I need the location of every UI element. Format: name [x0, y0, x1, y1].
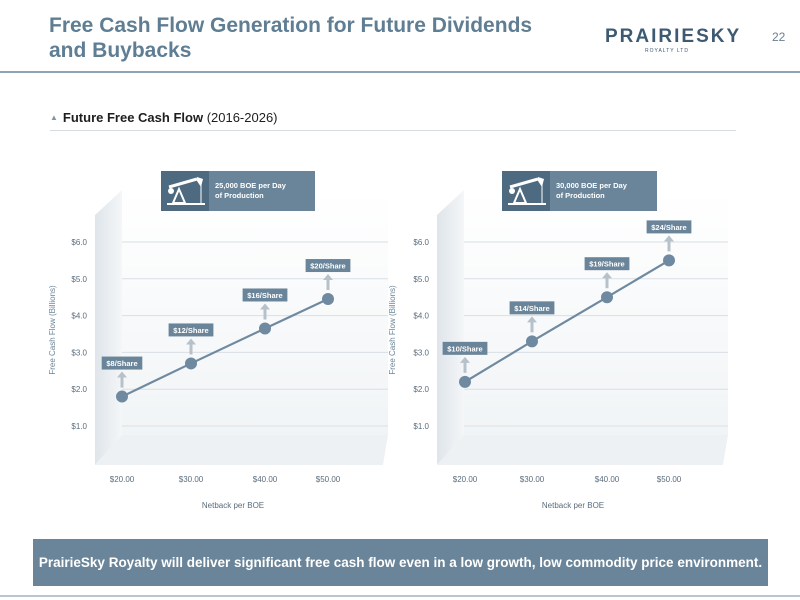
label-arrow-stem — [463, 361, 467, 373]
data-label: $19/Share — [589, 260, 624, 269]
chart-1: $1.0 $2.0 $3.0 $4.0 $5.0 $6.0 Free Cash Flow (… — [48, 171, 388, 510]
label-arrow-head — [527, 316, 537, 323]
x-axis-label: Netback per BOE — [542, 501, 604, 510]
x-axis-label: Netback per BOE — [202, 501, 264, 510]
x-tick-label: $30.00 — [179, 475, 204, 484]
x-tick-label: $50.00 — [657, 475, 682, 484]
logo-wordmark: PRAIRIESKY — [605, 26, 742, 47]
y-axis-label: Free Cash Flow (Billions) — [48, 285, 57, 375]
x-tick-label: $40.00 — [595, 475, 620, 484]
section-heading-years: (2016-2026) — [206, 110, 278, 125]
label-arrow-stem — [530, 321, 534, 333]
label-arrow-head — [460, 356, 470, 363]
data-point — [526, 335, 538, 348]
chart-side-wall — [95, 190, 122, 465]
series-line — [464, 259, 670, 383]
data-label-box — [646, 220, 692, 234]
data-label-box — [584, 257, 630, 271]
y-tick-label: $1.0 — [71, 422, 87, 431]
footer-text: PrairieSky Royalty will deliver signific… — [38, 555, 763, 570]
data-point — [663, 254, 675, 267]
label-arrow-stem — [605, 277, 609, 289]
label-arrow-head — [602, 272, 612, 279]
series-line — [121, 298, 329, 398]
y-tick-label: $4.0 — [413, 312, 429, 321]
data-point — [601, 291, 613, 304]
data-label: $20/Share — [310, 262, 345, 271]
data-label-box — [305, 259, 351, 273]
label-arrow-head — [323, 274, 333, 281]
label-arrow-head — [664, 235, 674, 242]
data-label: $10/Share — [447, 344, 482, 353]
chart-side-wall — [437, 190, 464, 465]
x-tick-label: $40.00 — [253, 475, 278, 484]
chart-header-line: 25,000 BOE per Day — [215, 181, 287, 190]
data-label-box — [101, 356, 143, 370]
bottom-divider — [0, 595, 800, 597]
label-arrow-head — [117, 371, 127, 378]
section-heading-bold: Future Free Cash Flow — [62, 110, 204, 125]
data-point — [322, 293, 334, 306]
chart-header-line: 30,000 BOE per Day — [556, 181, 628, 190]
y-tick-label: $3.0 — [71, 348, 87, 357]
chart-back-wall — [122, 190, 388, 435]
y-tick-label: $6.0 — [413, 238, 429, 247]
footer-banner: PrairieSky Royalty will deliver signific… — [33, 539, 768, 586]
data-label-box — [442, 341, 488, 355]
data-label: $12/Share — [173, 326, 208, 335]
data-point — [185, 357, 197, 370]
y-tick-label: $1.0 — [413, 422, 429, 431]
data-label: $8/Share — [106, 359, 137, 368]
prairiesky-logo: PRAIRIESKY ROYALTY LTD — [605, 26, 739, 54]
page-number: 22 — [772, 30, 786, 44]
data-label-box — [168, 323, 214, 337]
x-tick-label: $20.00 — [110, 475, 135, 484]
chart-header-line: of Production — [556, 191, 605, 200]
label-arrow-stem — [189, 343, 193, 355]
x-tick-label: $30.00 — [520, 475, 545, 484]
label-arrow-stem — [667, 240, 671, 252]
pumpjack-icon — [167, 177, 205, 205]
bullet-triangle-icon: ▲ — [50, 113, 58, 122]
data-label-box — [509, 301, 555, 315]
data-label: $16/Share — [247, 291, 282, 300]
y-tick-label: $2.0 — [71, 385, 87, 394]
section-heading: ▲ Future Free Cash Flow (2016-2026) — [50, 110, 278, 125]
data-label: $24/Share — [651, 223, 686, 232]
chart-header-line: of Production — [215, 191, 264, 200]
pumpjack-icon — [508, 177, 546, 205]
data-label: $14/Share — [514, 304, 549, 313]
y-tick-label: $6.0 — [71, 238, 87, 247]
label-arrow-stem — [120, 376, 124, 388]
section-divider — [50, 130, 736, 131]
chart-floor — [95, 435, 388, 465]
header-divider — [0, 71, 800, 73]
y-tick-label: $3.0 — [413, 348, 429, 357]
data-point — [116, 390, 128, 403]
data-point — [459, 375, 471, 388]
label-arrow-head — [260, 303, 270, 310]
label-arrow-stem — [263, 308, 267, 320]
x-tick-label: $50.00 — [316, 475, 341, 484]
y-tick-label: $5.0 — [71, 275, 87, 284]
label-arrow-stem — [326, 279, 330, 291]
logo-subtitle: ROYALTY LTD — [645, 48, 689, 54]
slide-title: Free Cash Flow Generation for Future Div… — [49, 14, 533, 62]
data-label-box — [242, 288, 288, 302]
x-tick-label: $20.00 — [453, 475, 478, 484]
chart-2: $1.0 $2.0 $3.0 $4.0 $5.0 $6.0 Free Cash Flow (… — [388, 171, 728, 510]
y-tick-label: $2.0 — [413, 385, 429, 394]
label-arrow-head — [186, 338, 196, 345]
data-point — [259, 322, 271, 335]
y-tick-label: $5.0 — [413, 275, 429, 284]
chart-floor — [437, 435, 728, 465]
y-tick-label: $4.0 — [71, 312, 87, 321]
y-axis-label: Free Cash Flow (Billions) — [388, 285, 397, 375]
